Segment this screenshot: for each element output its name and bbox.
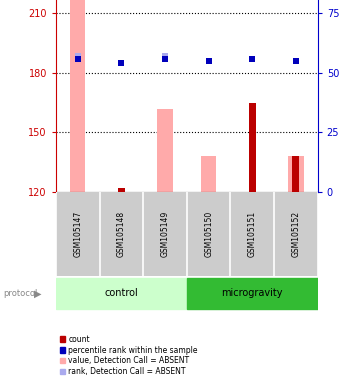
- Text: GSM105147: GSM105147: [73, 211, 82, 257]
- Bar: [118, 188, 125, 192]
- Text: GSM105150: GSM105150: [204, 211, 213, 257]
- Legend: count, percentile rank within the sample, value, Detection Call = ABSENT, rank, : count, percentile rank within the sample…: [60, 334, 198, 376]
- Text: GSM105152: GSM105152: [291, 211, 300, 257]
- Bar: [56, 278, 187, 310]
- Bar: [249, 103, 256, 192]
- Bar: [187, 278, 318, 310]
- Bar: [288, 156, 304, 192]
- Text: ▶: ▶: [34, 289, 42, 299]
- Text: microgravity: microgravity: [222, 288, 283, 298]
- Text: GSM105148: GSM105148: [117, 211, 126, 257]
- Bar: [201, 156, 216, 192]
- Bar: [70, 0, 86, 192]
- Text: control: control: [105, 288, 138, 298]
- Bar: [157, 109, 173, 192]
- Text: GSM105151: GSM105151: [248, 211, 257, 257]
- Text: protocol: protocol: [4, 289, 38, 298]
- Text: GSM105149: GSM105149: [161, 211, 170, 257]
- Bar: [292, 156, 299, 192]
